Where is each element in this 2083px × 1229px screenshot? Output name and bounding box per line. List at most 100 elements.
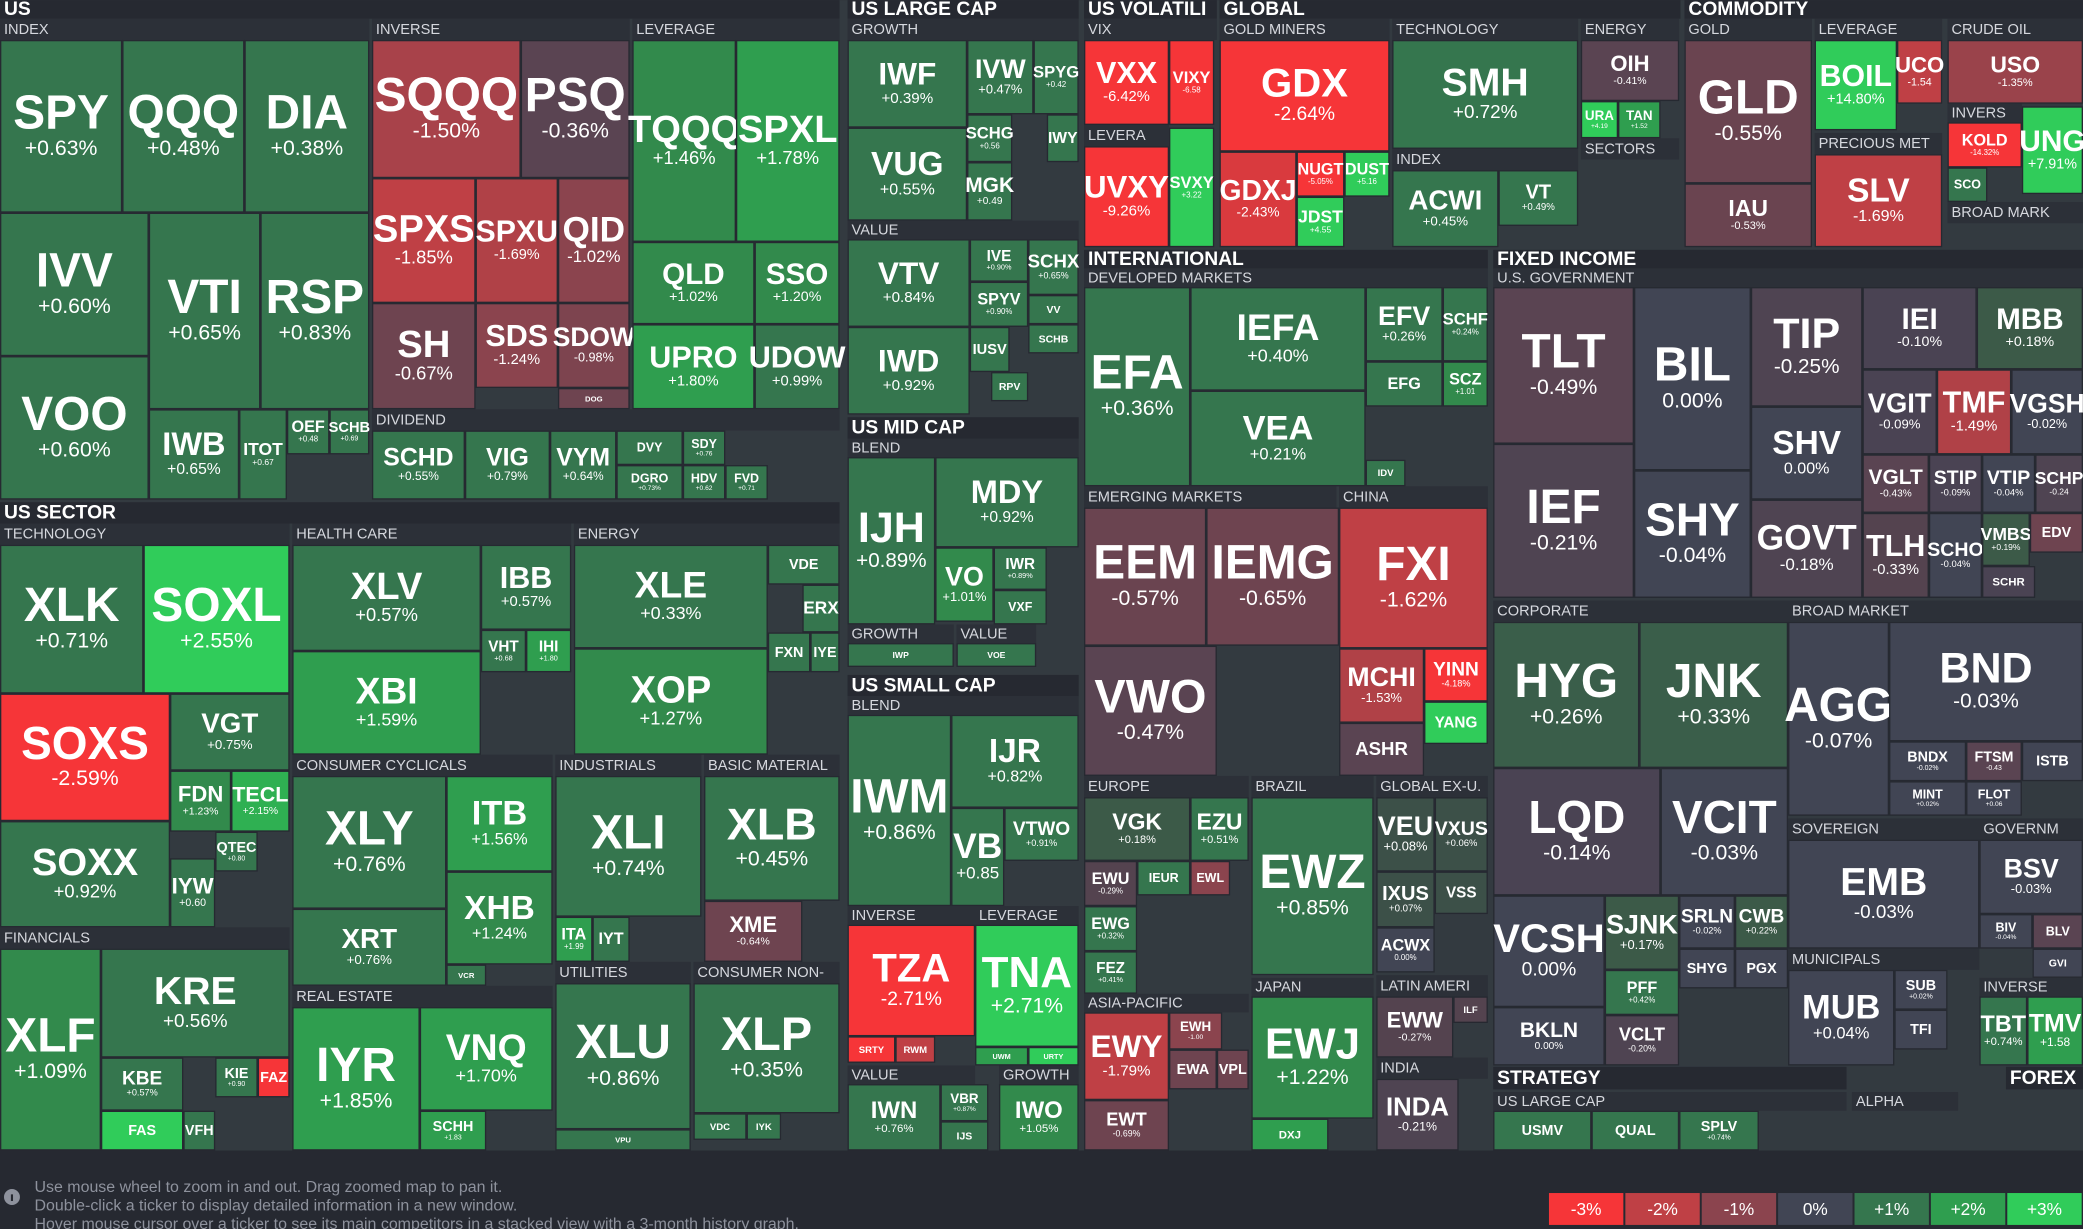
tile[interactable] (2021, 741, 2083, 782)
tile[interactable] (1137, 860, 1191, 896)
tile[interactable] (1169, 1012, 1223, 1050)
tile[interactable] (1251, 1118, 1329, 1151)
tile[interactable] (802, 584, 840, 633)
tile[interactable] (1493, 1110, 1592, 1151)
tile[interactable] (592, 916, 630, 962)
tile[interactable] (1639, 621, 1789, 768)
tile[interactable] (1376, 871, 1435, 928)
tile[interactable] (940, 1121, 989, 1151)
tile[interactable] (1734, 895, 1789, 949)
tile[interactable] (464, 430, 550, 500)
tile[interactable] (682, 430, 726, 466)
tile[interactable] (993, 589, 1047, 625)
tile[interactable] (1493, 443, 1634, 598)
tile[interactable] (1788, 621, 1890, 816)
tile[interactable] (847, 39, 968, 128)
tile[interactable] (573, 544, 768, 649)
tile[interactable] (847, 239, 970, 327)
tile[interactable] (1084, 906, 1138, 952)
tile[interactable] (1028, 324, 1079, 354)
tile[interactable] (1296, 151, 1345, 197)
tile[interactable] (1169, 127, 1215, 248)
tile[interactable] (1084, 507, 1207, 646)
tile[interactable] (1894, 969, 1948, 1010)
tile[interactable] (0, 544, 144, 694)
tile[interactable] (1376, 927, 1435, 973)
tile[interactable] (1084, 797, 1191, 861)
tile[interactable] (1028, 1046, 1079, 1066)
tile[interactable] (1084, 645, 1217, 776)
tile[interactable] (292, 544, 481, 652)
tile[interactable] (555, 1129, 691, 1151)
tile[interactable] (693, 983, 840, 1114)
tile[interactable] (847, 1036, 896, 1063)
tile[interactable] (286, 409, 330, 455)
tile[interactable] (1979, 996, 2028, 1066)
tile[interactable] (1889, 621, 2083, 742)
tile[interactable] (1296, 196, 1345, 248)
tile[interactable] (847, 326, 970, 415)
tile[interactable] (1750, 499, 1863, 598)
tile[interactable] (1453, 996, 1488, 1023)
tile[interactable] (1028, 239, 1079, 296)
tile[interactable] (231, 770, 290, 832)
tile[interactable] (1750, 406, 1863, 500)
tile[interactable] (1897, 39, 1943, 104)
tile[interactable] (475, 178, 558, 303)
tile[interactable] (329, 409, 370, 455)
tile[interactable] (847, 127, 968, 221)
tile[interactable] (1084, 860, 1138, 907)
tile[interactable] (1424, 648, 1488, 702)
tile[interactable] (148, 409, 240, 500)
tile[interactable] (549, 430, 617, 500)
tile[interactable] (1982, 566, 2036, 598)
tile[interactable] (520, 39, 630, 179)
tile[interactable] (0, 948, 101, 1151)
tile[interactable] (446, 964, 487, 986)
tile[interactable] (1206, 507, 1340, 646)
tile[interactable] (1084, 287, 1191, 487)
tile[interactable] (1376, 797, 1435, 872)
tile[interactable] (1376, 1078, 1459, 1151)
tile[interactable] (767, 544, 840, 585)
tile[interactable] (1633, 470, 1751, 598)
tile[interactable] (735, 39, 840, 242)
tile[interactable] (215, 1057, 258, 1098)
tile[interactable] (1251, 996, 1374, 1119)
tile[interactable] (1936, 369, 2012, 455)
tile[interactable] (1339, 507, 1488, 649)
tile[interactable] (1604, 895, 1680, 970)
tile[interactable] (847, 1084, 941, 1151)
tile[interactable] (1928, 512, 1983, 598)
tile[interactable] (239, 409, 287, 500)
tile[interactable] (292, 908, 447, 986)
tile[interactable] (746, 1113, 782, 1140)
tile[interactable] (967, 162, 1013, 221)
tile[interactable] (1219, 151, 1297, 248)
tile[interactable] (1084, 1100, 1170, 1151)
tile[interactable] (100, 1110, 184, 1151)
tile[interactable] (847, 457, 936, 625)
tile[interactable] (1046, 114, 1079, 163)
tile[interactable] (951, 807, 1005, 907)
tile[interactable] (969, 239, 1029, 282)
tile[interactable] (956, 643, 1037, 667)
tile[interactable] (555, 916, 593, 962)
tile[interactable] (244, 39, 370, 213)
tile[interactable] (1084, 39, 1170, 125)
tile[interactable] (1679, 948, 1735, 989)
tile[interactable] (1814, 154, 1943, 248)
tile[interactable] (371, 430, 465, 500)
tile[interactable] (1660, 767, 1789, 896)
tile[interactable] (1947, 122, 2022, 168)
tile[interactable] (1365, 287, 1443, 362)
tile[interactable] (555, 775, 702, 917)
tile[interactable] (0, 39, 123, 213)
tile[interactable] (2032, 914, 2083, 949)
tile[interactable] (292, 775, 447, 909)
tile[interactable] (1028, 295, 1079, 325)
tile[interactable] (1169, 1049, 1217, 1090)
tile[interactable] (682, 465, 726, 500)
tile[interactable] (1493, 287, 1634, 444)
tile[interactable] (1190, 390, 1366, 487)
